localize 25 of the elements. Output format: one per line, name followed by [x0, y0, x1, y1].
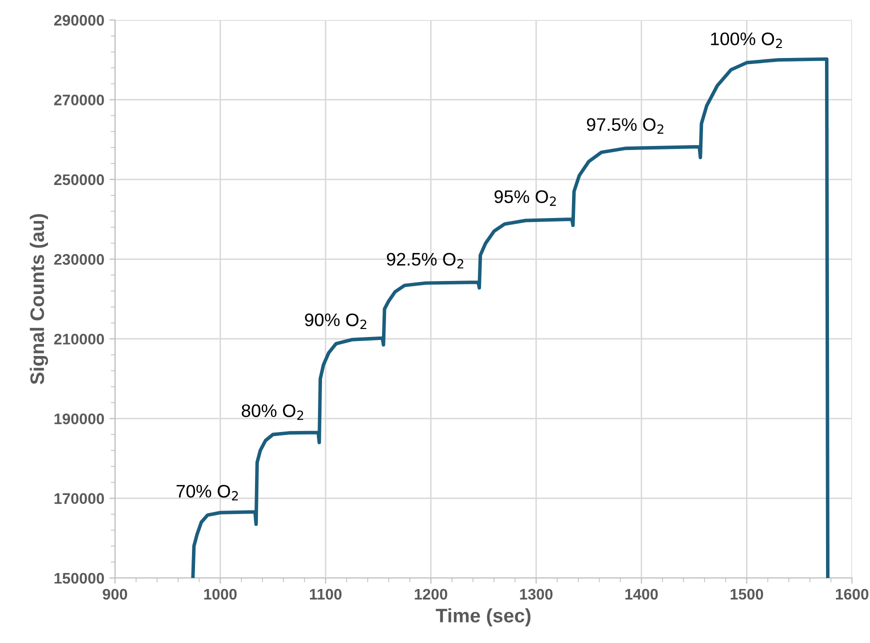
x-axis-title: Time (sec)	[436, 608, 530, 626]
y-tick-label: 270000	[54, 94, 104, 106]
annotation: 100% O$_{2}$	[711, 32, 782, 48]
x-tick-label: 1500	[730, 588, 764, 600]
annotation: 97.5% O$_{2}$	[586, 118, 664, 134]
annotation: 70% O$_{2}$	[176, 484, 238, 500]
x-tick-label: 1400	[625, 588, 658, 600]
y-tick-label: 150000	[54, 572, 104, 584]
annotation: 95% O$_{2}$	[494, 190, 556, 206]
x-tick-label: 900	[102, 588, 128, 600]
annotation: 92.5% O$_{2}$	[386, 252, 464, 268]
x-tick-label: 1600	[836, 588, 868, 600]
y-tick-label: 190000	[54, 413, 104, 424]
x-tick-label: 1300	[520, 588, 553, 600]
annotation: 80% O$_{2}$	[242, 404, 304, 420]
x-tick-label: 1200	[414, 588, 448, 600]
y-axis-title: Signal Counts (au)	[30, 214, 48, 384]
y-tick-label: 290000	[54, 14, 104, 26]
y-tick-label: 210000	[54, 334, 104, 345]
x-tick-label: 1100	[310, 588, 342, 600]
y-tick-label: 170000	[54, 493, 104, 504]
y-tick-label: 250000	[54, 174, 104, 186]
annotation: 90% O$_{2}$	[304, 313, 366, 330]
y-tick-label: 230000	[54, 254, 104, 265]
x-tick-label: 1000	[204, 588, 237, 600]
